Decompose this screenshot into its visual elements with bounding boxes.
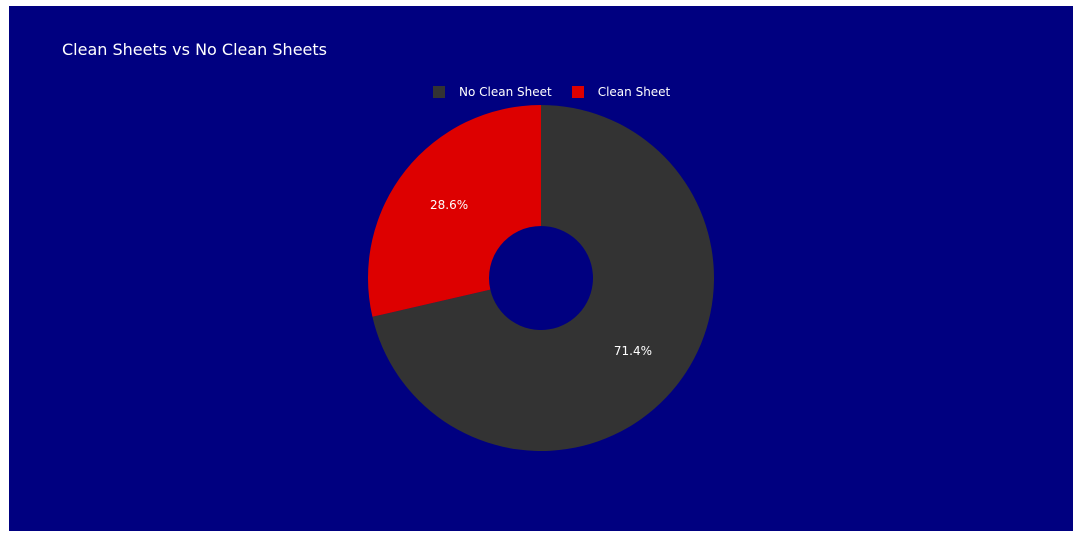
slice-label-no-clean-sheet: 71.4% (614, 344, 652, 358)
slice-label-clean-sheet: 28.6% (430, 198, 468, 212)
legend-swatch-no-clean-sheet (433, 86, 445, 98)
legend-swatch-clean-sheet (571, 86, 584, 98)
chart-title: Clean Sheets vs No Clean Sheets (62, 40, 327, 59)
slice-clean-sheet[interactable] (368, 105, 541, 317)
chart-panel: Clean Sheets vs No Clean Sheets No Clean… (9, 6, 1073, 531)
legend-item-clean-sheet[interactable]: Clean Sheet (571, 85, 671, 99)
slice-no-clean-sheet[interactable] (372, 105, 714, 451)
legend-label-clean-sheet: Clean Sheet (597, 85, 671, 99)
donut-chart: 71.4% 28.6% (368, 105, 714, 451)
legend-item-no-clean-sheet[interactable]: No Clean Sheet (433, 85, 552, 99)
legend-label-no-clean-sheet: No Clean Sheet (459, 85, 552, 99)
legend: No Clean Sheet Clean Sheet (433, 84, 690, 100)
